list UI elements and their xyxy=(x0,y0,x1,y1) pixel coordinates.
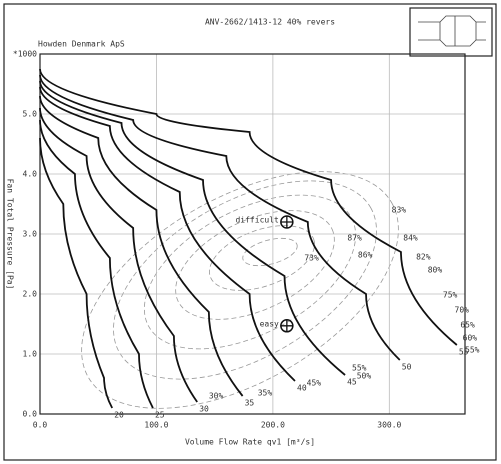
efficiency-label: 65% xyxy=(460,321,475,330)
efficiency-label: 55% xyxy=(465,345,480,354)
x-tick-label: 300.0 xyxy=(377,421,401,430)
y-tick-label: 0.0 xyxy=(23,410,38,419)
curve-label: 35 xyxy=(245,399,255,408)
efficiency-label: 60% xyxy=(463,333,478,342)
curve-label: 45 xyxy=(347,378,357,387)
y-tick-label: 2.0 xyxy=(23,290,38,299)
pressure-curve xyxy=(39,119,154,409)
curve-label: 20 xyxy=(114,411,124,420)
plot-frame xyxy=(39,53,466,415)
x-tick-label: 0.0 xyxy=(33,421,48,430)
efficiency-label: 30% xyxy=(209,392,224,401)
pressure-curve xyxy=(39,137,113,409)
y-tick-label: 1.0 xyxy=(23,350,38,359)
pressure-curve xyxy=(39,68,458,346)
efficiency-label: 55% xyxy=(352,363,367,372)
efficiency-label: 84% xyxy=(403,234,418,243)
efficiency-label: 45% xyxy=(307,378,322,387)
efficiency-label: 80% xyxy=(428,266,443,275)
efficiency-contours xyxy=(81,171,399,409)
x-tick-label: 200.0 xyxy=(261,421,285,430)
pressure-curve xyxy=(39,95,244,397)
operating-point-label: difficult xyxy=(235,216,279,225)
subtitle: Howden Denmark ApS xyxy=(38,40,125,49)
y-axis-label: Fan Total Pressure [Pa] xyxy=(6,179,15,290)
y-tick-label: 4.0 xyxy=(23,170,38,179)
operating-point-label: easy xyxy=(260,319,279,328)
efficiency-label: 73% xyxy=(304,254,319,263)
efficiency-label: 86% xyxy=(358,251,373,260)
outer-frame xyxy=(3,3,497,461)
y-tick-label: 3.0 xyxy=(23,230,38,239)
y-multiplier: *1000 xyxy=(13,50,37,59)
efficiency-label: 82% xyxy=(416,252,431,261)
y-tick-label: 5.0 xyxy=(23,110,38,119)
fan-icon xyxy=(418,15,486,47)
x-tick-label: 100.0 xyxy=(144,421,168,430)
pressure-curve xyxy=(39,74,401,361)
curve-label: 25 xyxy=(155,411,165,420)
chart-title: ANV-2662/1413-12 40% revers xyxy=(205,18,335,27)
efficiency-label: 70% xyxy=(455,306,470,315)
curve-label: 30 xyxy=(199,405,209,414)
x-axis-label: Volume Flow Rate qv1 [m³/s] xyxy=(185,438,315,447)
efficiency-label: 83% xyxy=(392,206,407,215)
efficiency-label: 87% xyxy=(347,234,362,243)
efficiency-label: 75% xyxy=(443,291,458,300)
pressure-curve xyxy=(39,86,296,382)
pressure-curve xyxy=(39,80,346,376)
efficiency-label: 50% xyxy=(357,372,372,381)
efficiency-label: 35% xyxy=(258,389,273,398)
curve-label: 40 xyxy=(297,384,307,393)
pressure-curve xyxy=(39,107,198,403)
operating-point-cross xyxy=(280,319,293,332)
fan-icon-box xyxy=(409,7,493,57)
curve-label: 55 xyxy=(459,348,469,357)
curve-label: 50 xyxy=(402,363,412,372)
operating-point-cross xyxy=(280,216,293,228)
